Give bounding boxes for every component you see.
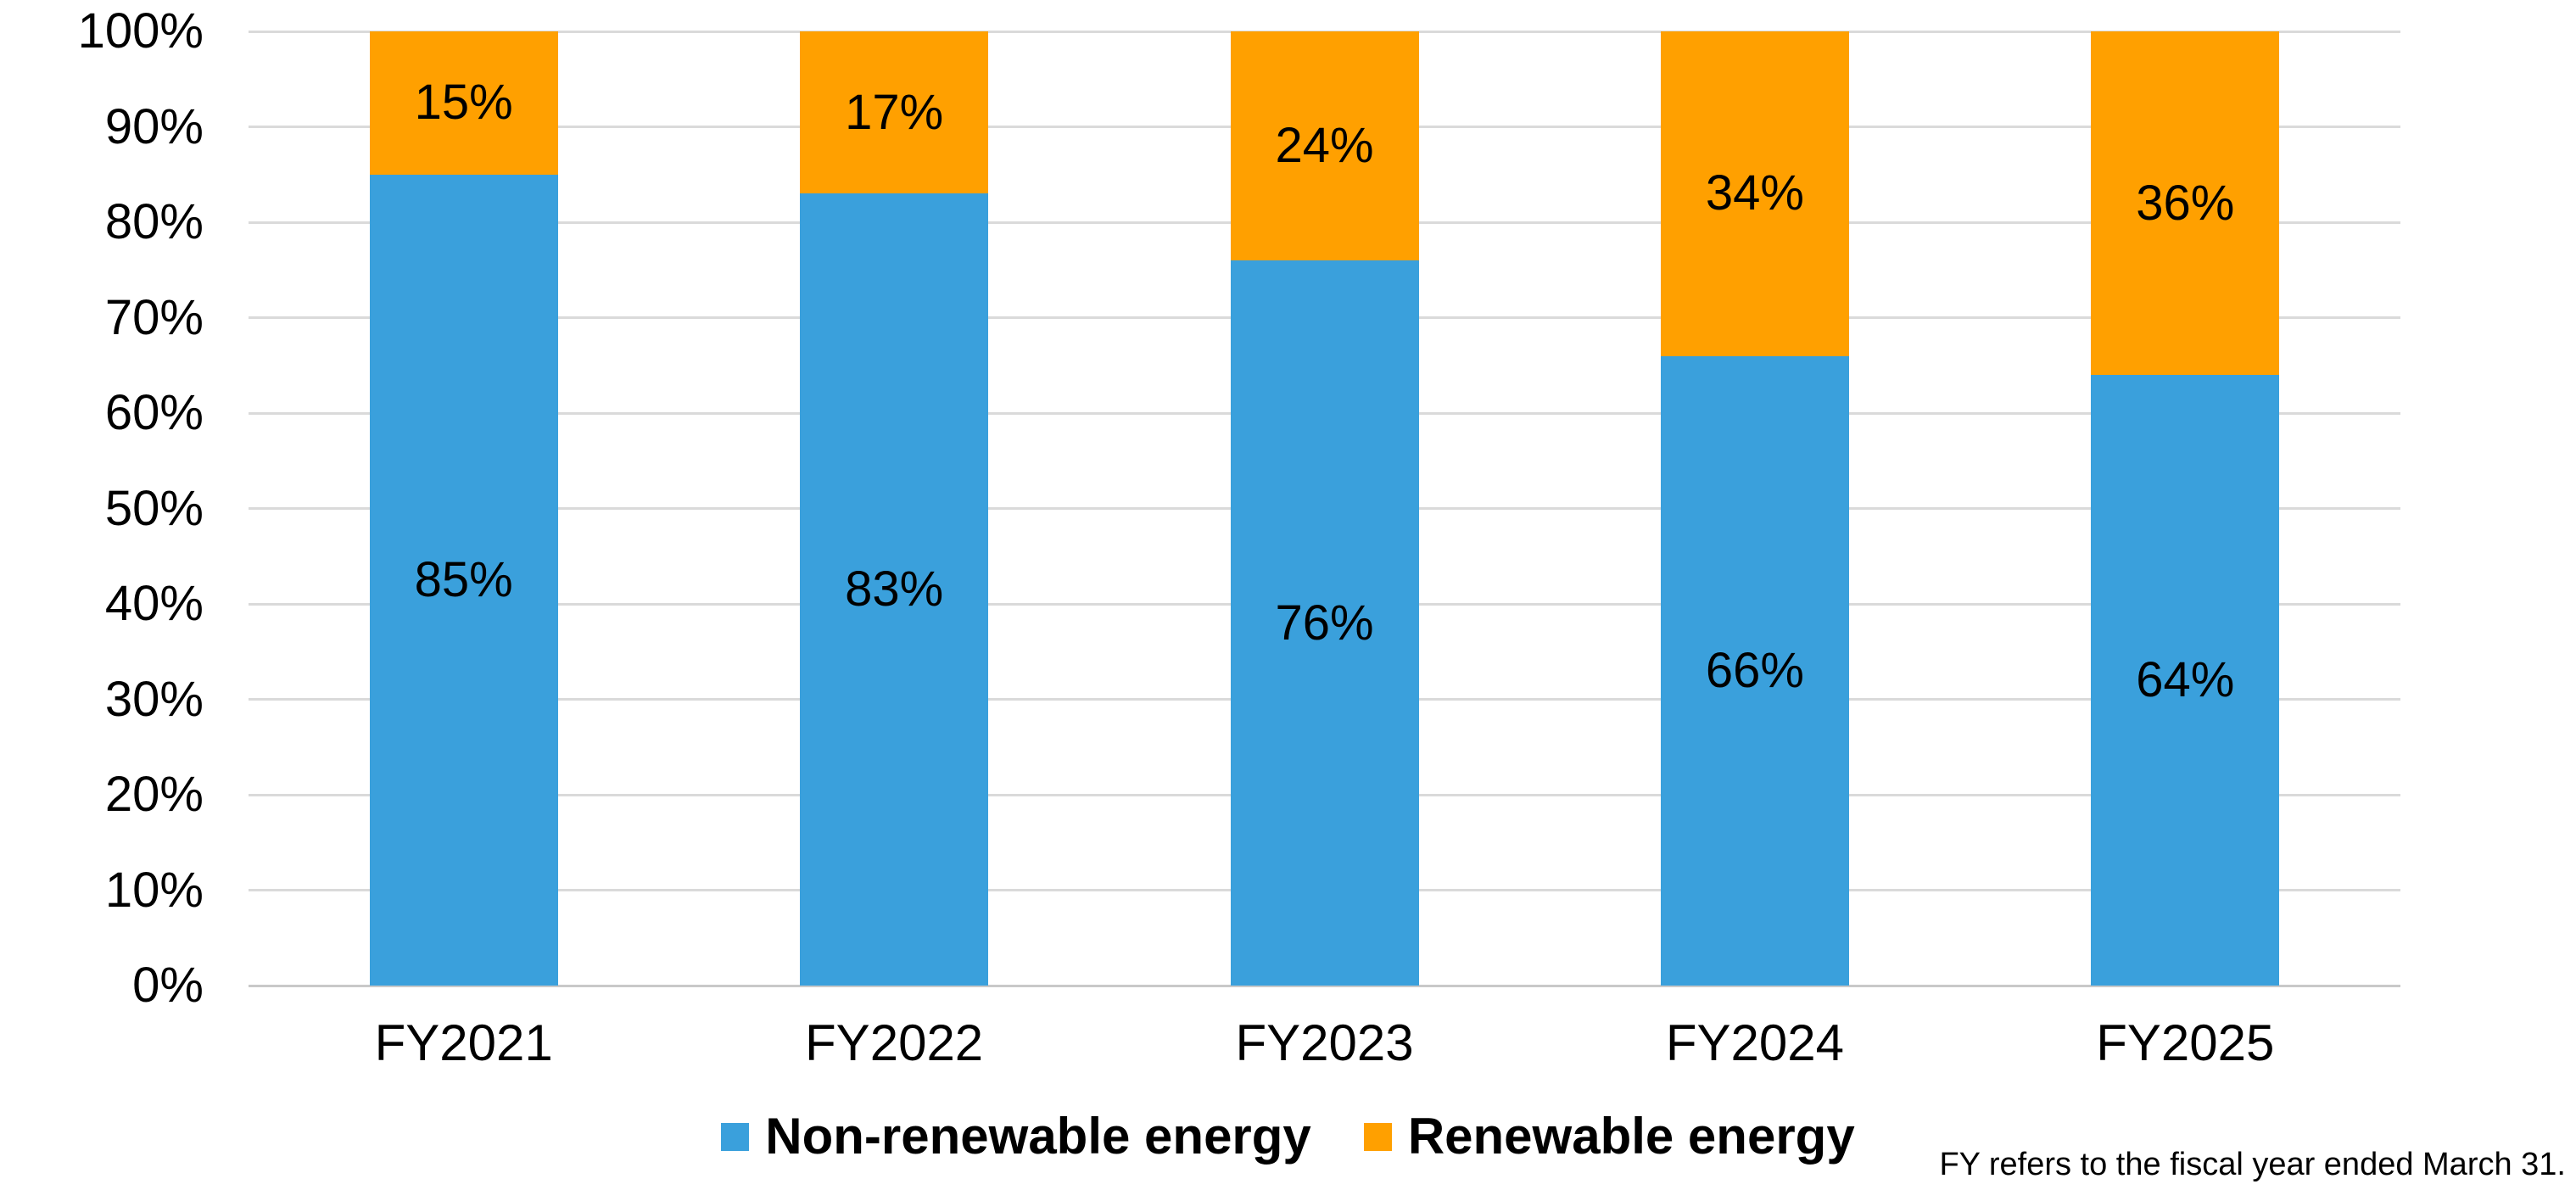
- legend-label: Renewable energy: [1407, 1108, 1855, 1165]
- data-label: 83%: [845, 561, 944, 617]
- bar-fy2025: 36% 64%: [2091, 31, 2280, 986]
- data-label: 34%: [1705, 165, 1804, 221]
- y-tick-label-50: 50%: [104, 480, 204, 536]
- y-tick-label-40: 40%: [104, 576, 204, 631]
- category-slot-fy2025: 36% 64%: [1970, 31, 2400, 986]
- x-axis-label-fy2023: FY2023: [1235, 1014, 1414, 1071]
- legend-item-renewable-energy: Renewable energy: [1363, 1108, 1855, 1165]
- segment-non-renewable-energy: 83%: [800, 193, 989, 986]
- category-slot-fy2021: 15% 85%: [249, 31, 679, 986]
- y-tick-label-70: 70%: [104, 289, 204, 345]
- y-axis-tick-labels: 0% 10% 20% 30% 40% 50% 60% 70% 80% 90% 100%: [0, 7, 204, 1010]
- legend-item-non-renewable-energy: Non-renewable energy: [721, 1111, 1311, 1162]
- bars-container: 15% 85% 17% 83% 24% 76% 34% 66% 36% 64%: [249, 31, 2400, 986]
- category-slot-fy2023: 24% 76%: [1109, 31, 1539, 986]
- plot-area: 15% 85% 17% 83% 24% 76% 34% 66% 36% 64%: [249, 30, 2400, 987]
- y-tick-label-90: 90%: [104, 98, 204, 154]
- y-tick-label-100: 100%: [77, 3, 204, 59]
- data-label: 15%: [414, 75, 513, 131]
- y-tick-label-60: 60%: [104, 385, 204, 440]
- y-tick-label-20: 20%: [104, 767, 204, 822]
- bar-fy2022: 17% 83%: [800, 31, 989, 986]
- segment-non-renewable-energy: 66%: [1660, 355, 1849, 986]
- y-tick-label-30: 30%: [104, 671, 204, 727]
- category-slot-fy2024: 34% 66%: [1539, 31, 1970, 986]
- y-tick-label-0: 0%: [132, 958, 204, 1013]
- data-label: 66%: [1705, 642, 1804, 698]
- bar-fy2024: 34% 66%: [1660, 31, 1849, 986]
- segment-renewable-energy: 15%: [369, 31, 558, 175]
- segment-non-renewable-energy: 64%: [2091, 375, 2280, 986]
- legend-label: Non-renewable energy: [765, 1108, 1311, 1165]
- data-label: 85%: [414, 551, 513, 607]
- footnote: FY refers to the fiscal year ended March…: [1939, 1147, 2566, 1182]
- category-slot-fy2022: 17% 83%: [679, 31, 1109, 986]
- data-label: 24%: [1275, 118, 1374, 173]
- bar-fy2021: 15% 85%: [369, 31, 558, 986]
- data-label: 36%: [2136, 175, 2235, 231]
- data-label: 64%: [2136, 652, 2235, 707]
- segment-non-renewable-energy: 76%: [1230, 260, 1419, 986]
- segment-non-renewable-energy: 85%: [369, 174, 558, 986]
- bar-fy2023: 24% 76%: [1230, 31, 1419, 986]
- segment-renewable-energy: 36%: [2091, 31, 2280, 375]
- y-tick-label-80: 80%: [104, 194, 204, 249]
- legend: Non-renewable energy Renewable energy: [0, 1111, 2576, 1162]
- data-label: 76%: [1275, 595, 1374, 651]
- data-label: 17%: [845, 84, 944, 140]
- x-axis-line: [249, 984, 2400, 987]
- legend-swatch-icon: [721, 1122, 750, 1151]
- x-axis-category-labels: FY2021 FY2022 FY2023 FY2024 FY2025: [249, 1018, 2400, 1069]
- x-axis-label-fy2024: FY2024: [1665, 1014, 1844, 1071]
- x-axis-label-fy2021: FY2021: [374, 1014, 553, 1071]
- legend-swatch-icon: [1363, 1122, 1392, 1151]
- y-tick-label-10: 10%: [104, 862, 204, 918]
- segment-renewable-energy: 24%: [1230, 31, 1419, 260]
- x-axis-label-fy2025: FY2025: [2096, 1014, 2275, 1071]
- segment-renewable-energy: 34%: [1660, 31, 1849, 356]
- segment-renewable-energy: 17%: [800, 31, 989, 194]
- x-axis-label-fy2022: FY2022: [805, 1014, 984, 1071]
